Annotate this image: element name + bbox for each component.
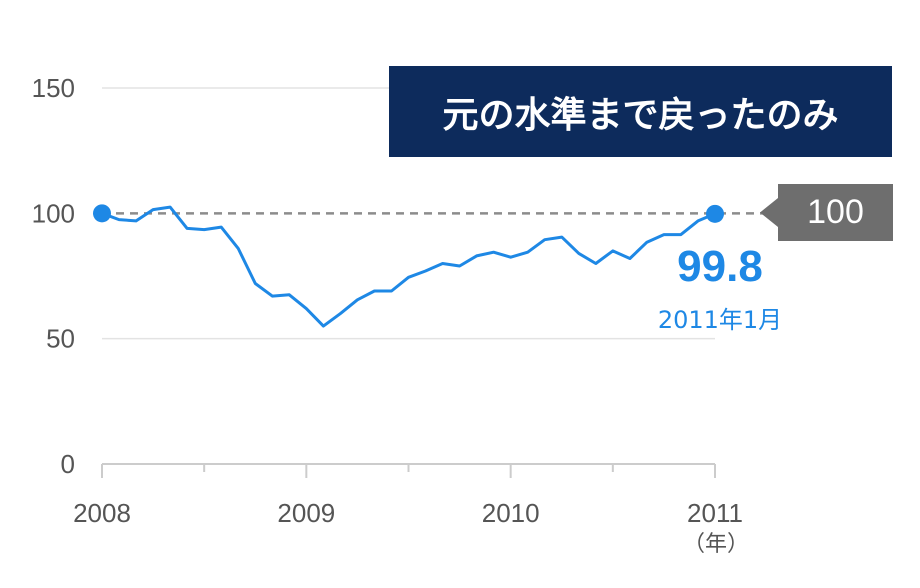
y-axis-tick-labels: 0 50 100 150: [32, 73, 75, 479]
end-date-label: 2011年1月: [657, 306, 783, 334]
y-tick-label-100: 100: [32, 198, 75, 228]
y-tick-label-150: 150: [32, 73, 75, 103]
reference-value-badge: [760, 184, 893, 241]
y-tick-label-0: 0: [61, 449, 75, 479]
x-tick-label-2011: 2011: [687, 498, 743, 528]
x-axis: 2008 2009 2010 2011: [73, 463, 743, 528]
badge-shape: [760, 184, 893, 241]
series-line: [101, 205, 716, 328]
chart-title-banner: 元の水準まで戻ったのみ: [389, 66, 892, 157]
x-tick-label-2010: 2010: [482, 498, 540, 528]
y-tick-label-50: 50: [46, 324, 75, 354]
chart-title: 元の水準まで戻ったのみ: [442, 94, 839, 136]
reference-value-label: 100: [807, 193, 864, 231]
end-point-marker: [706, 204, 724, 223]
start-point-marker: [93, 204, 111, 223]
x-axis-unit-label: （年）: [682, 532, 749, 557]
x-tick-label-2008: 2008: [73, 498, 131, 528]
end-value-label: 99.8: [677, 242, 763, 291]
x-tick-label-2009: 2009: [277, 498, 335, 528]
